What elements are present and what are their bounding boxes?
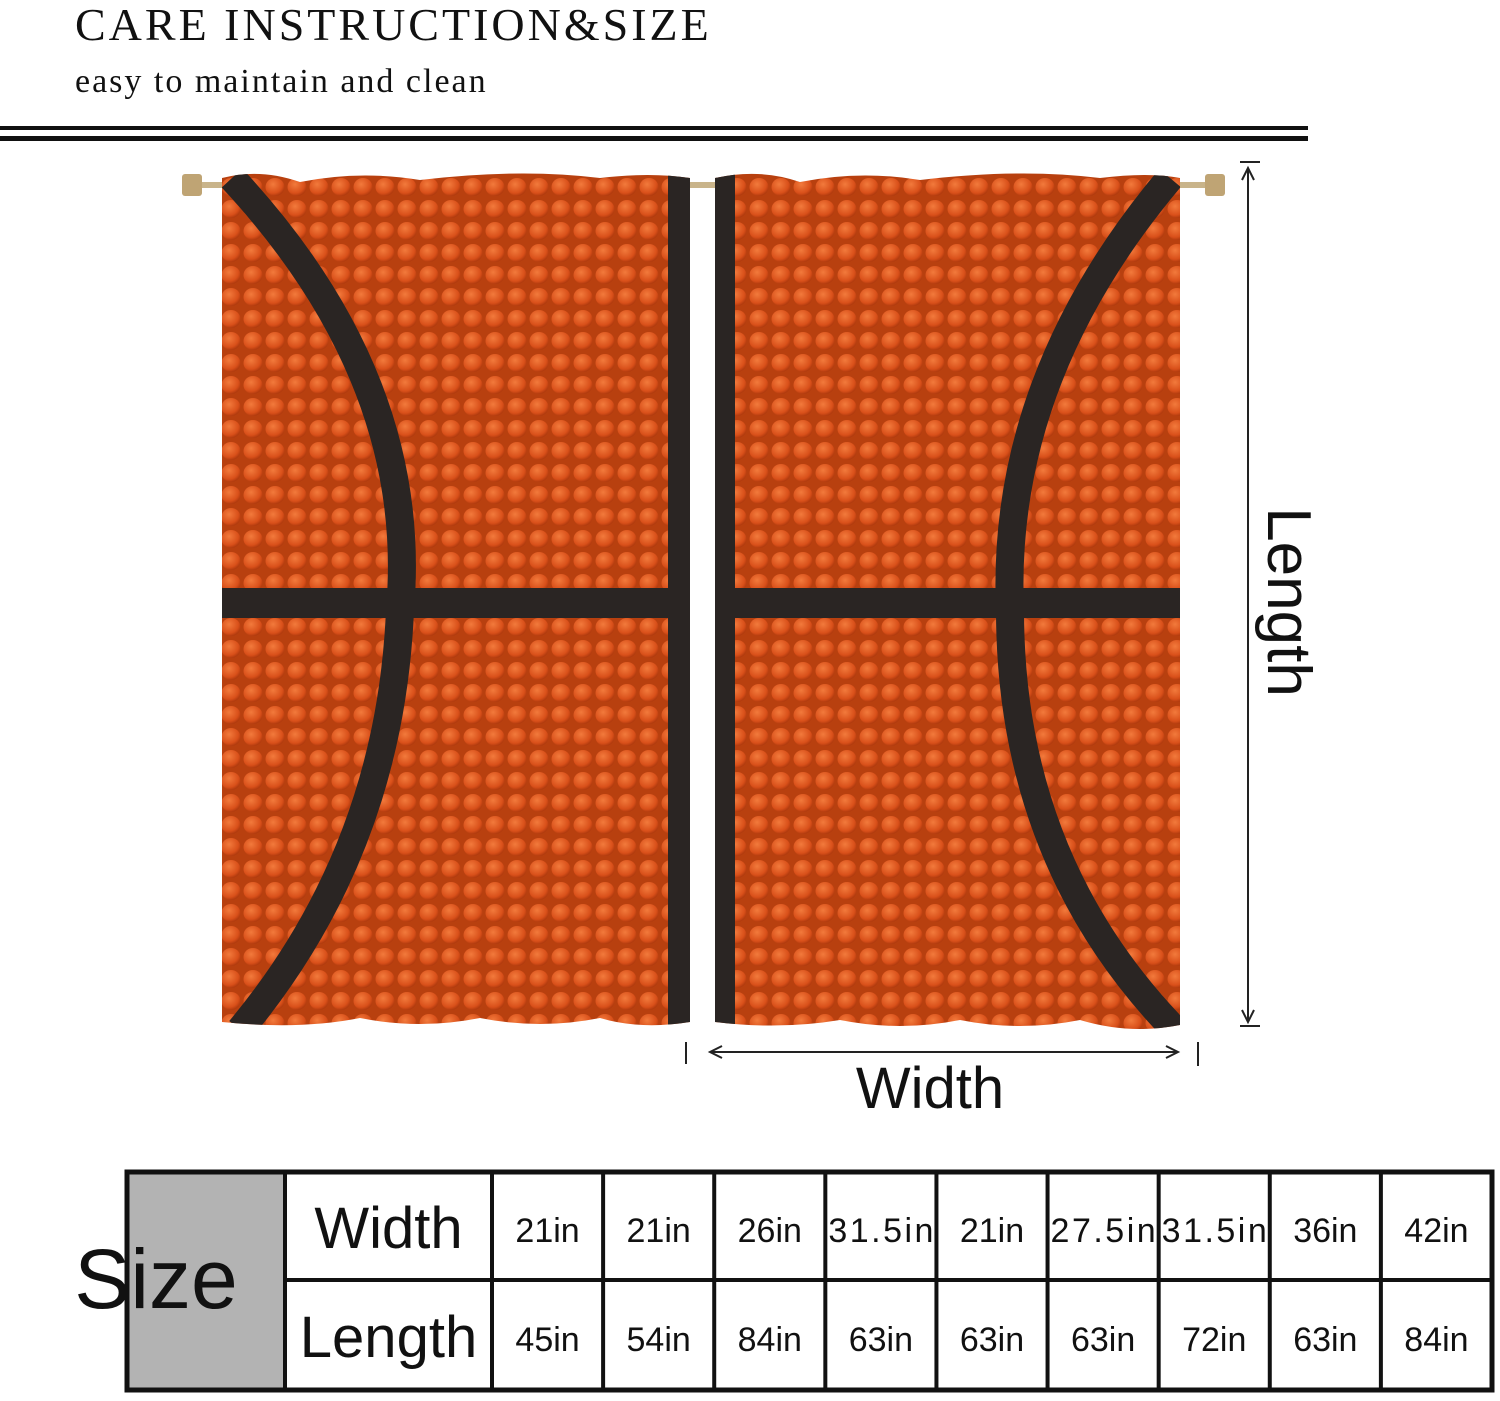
curtain-rod xyxy=(182,174,1225,196)
cell-value: 42in xyxy=(1404,1212,1468,1250)
divider xyxy=(0,126,1308,130)
size-header-cell xyxy=(127,1172,285,1390)
length-arrow xyxy=(1240,161,1260,1027)
cell-value: 21in xyxy=(515,1212,579,1250)
cell-value: 27.5in xyxy=(1051,1212,1156,1250)
size-table: Size Width 21in 21in 26in 31.5in 21in 27.5in 31… xyxy=(74,1169,1495,1393)
cell-value: 84in xyxy=(738,1321,802,1359)
cell-value: 45in xyxy=(515,1321,579,1359)
left-curtain xyxy=(222,173,690,1026)
length-label: Length xyxy=(1254,507,1323,697)
cell-value: 54in xyxy=(627,1321,691,1359)
cell-value: 31.5in xyxy=(828,1212,933,1250)
cell-value: 21in xyxy=(960,1212,1024,1250)
width-arrow xyxy=(685,1042,1199,1066)
size-header: Size xyxy=(74,1232,237,1326)
row-label: Width xyxy=(314,1196,462,1261)
cell-value: 63in xyxy=(849,1321,913,1359)
cell-value: 36in xyxy=(1293,1212,1357,1250)
subtitle: easy to maintain and clean xyxy=(75,63,488,100)
cell-value: 31.5in xyxy=(1162,1212,1267,1250)
row-label: Length xyxy=(300,1305,477,1370)
divider xyxy=(0,136,1308,141)
cell-value: 63in xyxy=(1293,1321,1357,1359)
cell-value: 72in xyxy=(1182,1321,1246,1359)
cell-value: 21in xyxy=(627,1212,691,1250)
right-curtain xyxy=(715,173,1180,1030)
title: CARE INSTRUCTION&SIZE xyxy=(75,0,712,50)
width-label: Width xyxy=(856,1056,1004,1121)
cell-value: 63in xyxy=(1071,1321,1135,1359)
cell-value: 26in xyxy=(738,1212,802,1250)
cell-value: 84in xyxy=(1404,1321,1468,1359)
cell-value: 63in xyxy=(960,1321,1024,1359)
